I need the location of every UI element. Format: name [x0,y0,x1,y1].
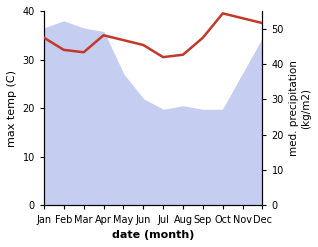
Y-axis label: max temp (C): max temp (C) [7,70,17,147]
Y-axis label: med. precipitation
(kg/m2): med. precipitation (kg/m2) [289,60,311,156]
X-axis label: date (month): date (month) [112,230,194,240]
